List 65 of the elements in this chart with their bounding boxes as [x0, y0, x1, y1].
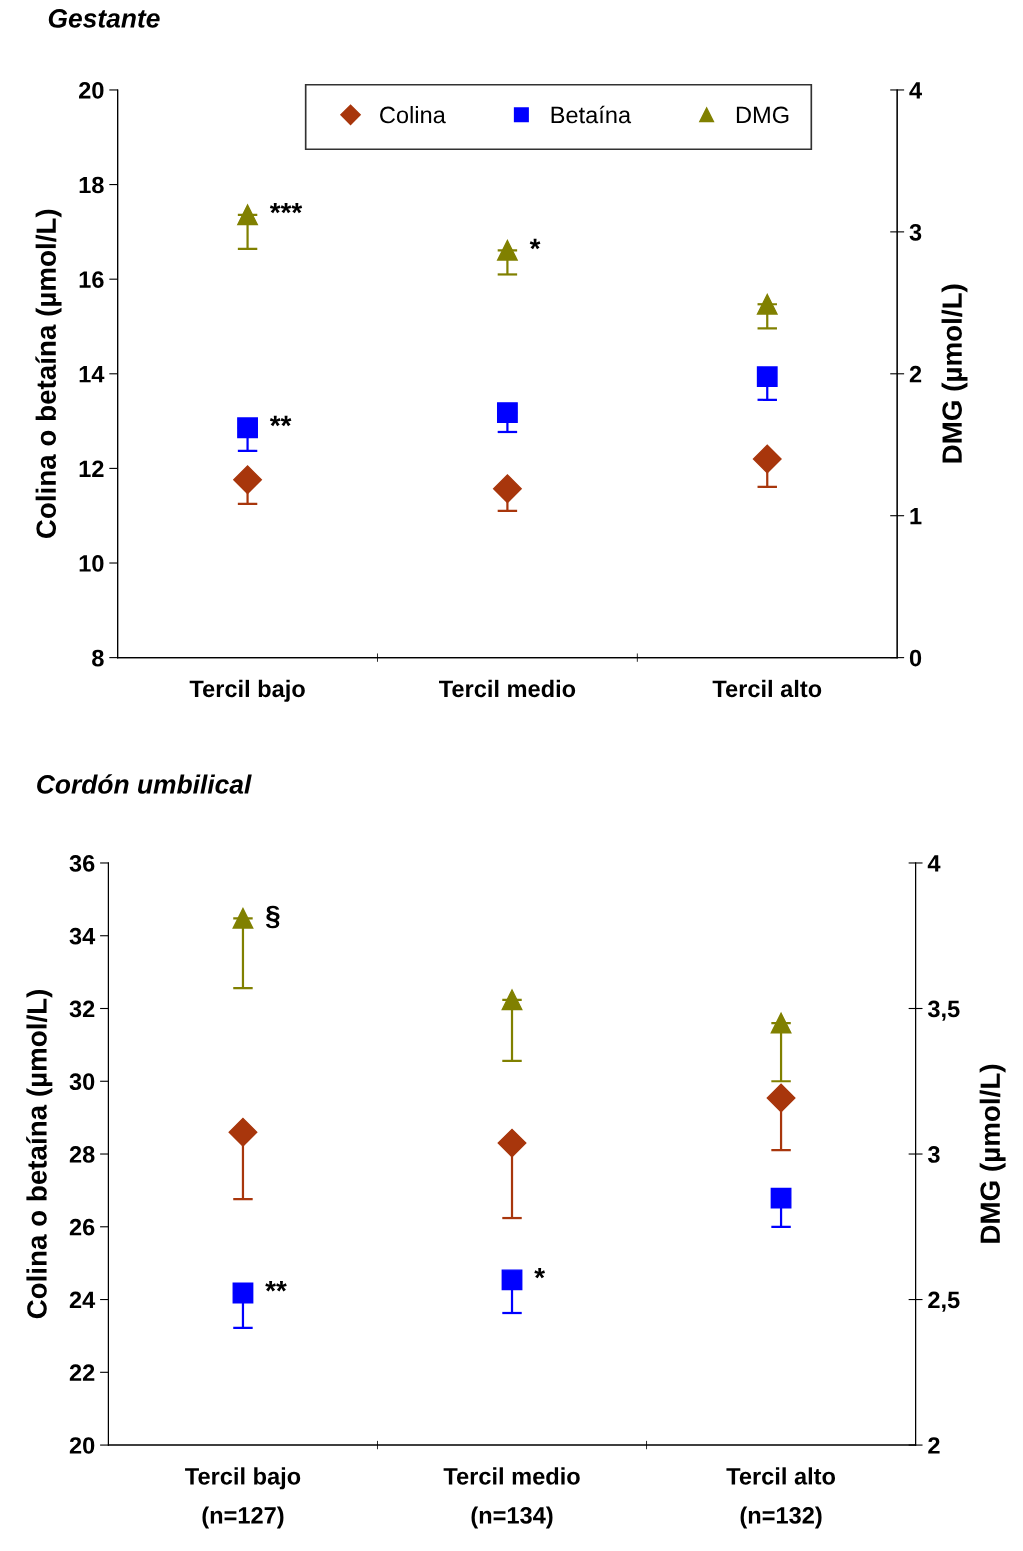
- point: [228, 1117, 258, 1147]
- annotation: *: [534, 1267, 546, 1279]
- point: [756, 366, 778, 388]
- x-tick-label: Tercil alto: [712, 679, 822, 698]
- point: [496, 402, 518, 423]
- legend-label: Colina: [380, 105, 446, 124]
- y-tick-label: 10: [79, 555, 104, 572]
- y-tick-label: 20: [79, 82, 104, 99]
- y2-tick-label: 2,5: [928, 1291, 960, 1312]
- y2-tick-label: 2: [909, 365, 922, 383]
- y2-tick-label: 3,5: [927, 1000, 960, 1021]
- x-tick-label: Tercil medio (n=134): [443, 1467, 580, 1529]
- y-axis-title: Colina o betaína (µmol/L): [26, 989, 53, 1319]
- legend-label: Betaína: [551, 105, 632, 124]
- y-tick-label: 28: [69, 1146, 95, 1163]
- x-tick-label: Tercil bajo: [189, 679, 305, 702]
- point: [756, 293, 778, 315]
- y-axis-title: Colina o betaína (µmol/L): [35, 209, 62, 539]
- y-tick-label: 18: [79, 176, 104, 194]
- y2-axis-title: DMG (µmol/L): [979, 1064, 1006, 1243]
- point: [766, 1083, 796, 1113]
- y-tick-label: 34: [69, 927, 96, 945]
- point: [501, 989, 523, 1011]
- point: [770, 1187, 792, 1209]
- point: [492, 474, 522, 504]
- y-tick-label: 32: [69, 1000, 95, 1018]
- point: [770, 1012, 792, 1034]
- point: [496, 239, 518, 261]
- x-tick-label: Tercil bajo (n=127): [185, 1467, 301, 1529]
- y-tick-label: 8: [92, 649, 104, 667]
- x-tick-label: Tercil medio: [439, 679, 576, 698]
- y-tick-label: 22: [69, 1364, 95, 1381]
- point: [237, 204, 258, 226]
- point: [237, 417, 258, 439]
- point: [501, 1269, 523, 1291]
- point: [752, 444, 782, 474]
- y-tick-label: 12: [79, 460, 104, 477]
- y-tick-label: 36: [69, 855, 95, 872]
- y2-tick-label: 1: [910, 508, 922, 525]
- annotation: **: [265, 1281, 287, 1292]
- y2-tick-label: 4: [927, 855, 941, 872]
- y2-tick-label: 4: [909, 82, 922, 99]
- y-tick-label: 30: [69, 1073, 95, 1091]
- y2-tick-label: 2: [928, 1437, 940, 1454]
- y2-tick-label: 0: [909, 649, 922, 667]
- y-tick-label: 24: [69, 1291, 96, 1309]
- point: [232, 1282, 254, 1304]
- chart-title: Gestante: [48, 9, 160, 28]
- y2-axis-title: DMG (µmol/L): [941, 284, 968, 463]
- x-tick-label: Tercil alto (n=132): [726, 1467, 836, 1529]
- point: [232, 907, 254, 929]
- annotation: *: [529, 238, 541, 250]
- y-tick-label: 20: [69, 1437, 95, 1454]
- chart-title: Cordón umbilical: [37, 774, 252, 794]
- annotation: ***: [269, 202, 303, 214]
- annotation: **: [269, 415, 292, 427]
- y2-tick-label: 3: [909, 223, 922, 241]
- point: [233, 465, 263, 495]
- legend-label: DMG: [736, 106, 789, 124]
- y-tick-label: 26: [69, 1218, 95, 1236]
- annotation: §: [265, 905, 280, 929]
- y-tick-label: 16: [79, 271, 104, 288]
- y-tick-label: 14: [79, 366, 105, 383]
- point: [497, 1128, 527, 1158]
- y2-tick-label: 3: [927, 1146, 940, 1163]
